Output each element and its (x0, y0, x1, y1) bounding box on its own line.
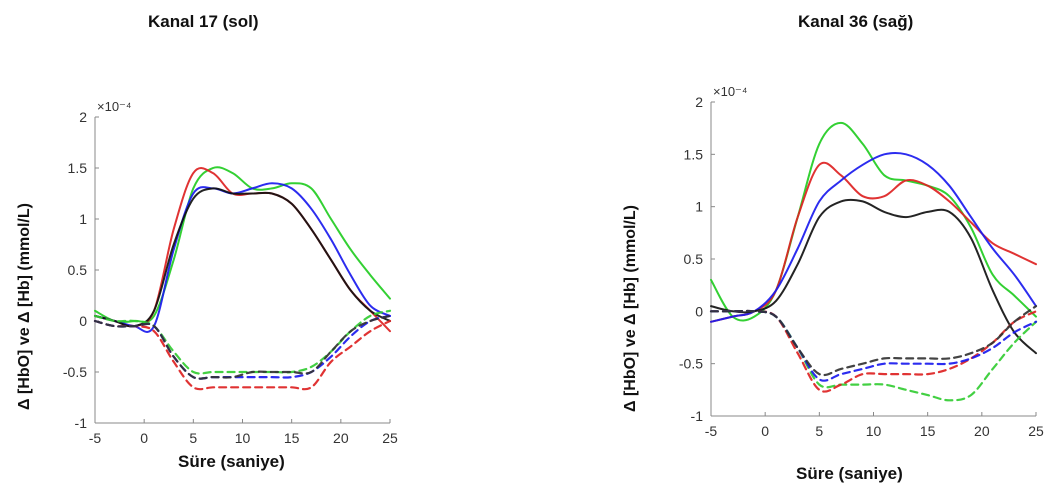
x-tick-label: 20 (974, 423, 990, 439)
y-tick-label: 0.5 (68, 262, 88, 278)
chart-panel-right: Kanal 36 (sağ) Δ [HbO] ve Δ [Hb] (mmol/L… (528, 0, 1056, 499)
chart-panel-left: Kanal 17 (sol) Δ [HbO] ve Δ [Hb] (mmol/L… (16, 12, 398, 471)
series-line-dashed (93, 314, 392, 380)
y-tick-label: 1 (695, 199, 703, 215)
y-tick-label: -1 (691, 408, 704, 424)
x-tick-label: 25 (1028, 423, 1044, 439)
series-line-dashed (709, 305, 1038, 377)
series-line-solid (710, 121, 1037, 322)
y-tick-label: 1 (79, 211, 87, 227)
x-tick-label: 0 (761, 423, 769, 439)
x-tick-label: 5 (189, 430, 197, 446)
y-exponent-label: ×10⁻⁴ (713, 84, 748, 99)
x-tick-label: 10 (866, 423, 882, 439)
series-line-solid (710, 198, 1037, 355)
y-tick-label: -1 (75, 415, 88, 431)
chart-title: Kanal 36 (sağ) (798, 12, 914, 31)
series-line-solid (710, 152, 1037, 323)
y-tick-label: -0.5 (679, 356, 703, 372)
x-tick-label: 5 (815, 423, 823, 439)
x-tick-label: 25 (382, 430, 398, 446)
y-tick-label: 2 (79, 109, 87, 125)
x-tick-label: 20 (333, 430, 349, 446)
y-exponent-label: ×10⁻⁴ (97, 99, 132, 114)
series-line-solid (94, 187, 391, 328)
series-line-dashed (93, 319, 392, 391)
y-tick-label: 0.5 (684, 251, 704, 267)
x-tick-label: 15 (920, 423, 936, 439)
y-tick-label: 1.5 (68, 160, 88, 176)
plot-area: -1 -0.5 0 0.5 1 1.5 2 -5 0 5 10 15 20 25 ×10⁻⁴ (63, 99, 398, 446)
y-tick-label: 0 (695, 303, 703, 319)
y-tick-label: 1.5 (684, 146, 704, 162)
y-tick-label: -0.5 (63, 364, 87, 380)
y-tick-label: 2 (695, 94, 703, 110)
series-line-solid (94, 166, 391, 323)
series-line-dashed (709, 309, 1038, 402)
x-axis-label: Süre (saniye) (178, 452, 285, 471)
chart-title: Kanal 17 (sol) (148, 12, 259, 31)
series-line-solid (94, 182, 391, 333)
x-tick-label: 10 (235, 430, 251, 446)
x-tick-label: -5 (89, 430, 102, 446)
y-tick-label: 0 (79, 313, 87, 329)
x-tick-label: 15 (284, 430, 300, 446)
x-tick-label: -5 (705, 423, 718, 439)
x-axis-label: Süre (saniye) (796, 464, 903, 483)
x-tick-label: 0 (140, 430, 148, 446)
plot-area: -1 -0.5 0 0.5 1 1.5 2 -5 0 5 10 15 20 25 ×10⁻⁴ (679, 84, 1044, 439)
